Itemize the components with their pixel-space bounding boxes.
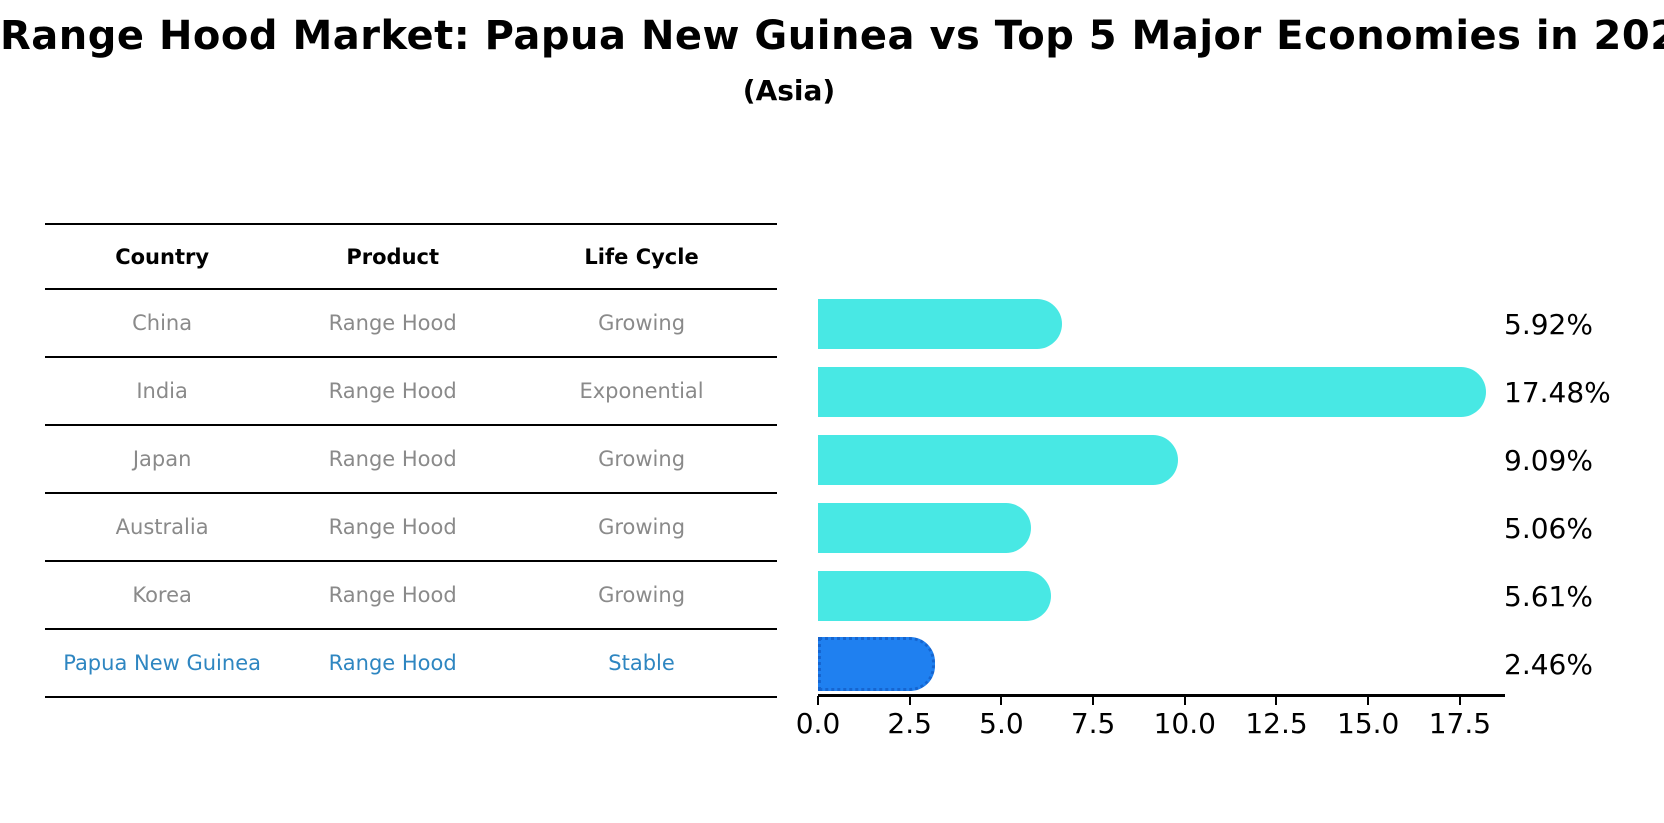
value-label: 5.06%: [1504, 511, 1593, 545]
product-cell: Range Hood: [328, 379, 457, 403]
bar-india: [818, 367, 1487, 417]
bar-slot: [818, 630, 1505, 698]
country-cell: Korea: [132, 583, 192, 607]
x-tick-label: 17.5: [1428, 707, 1492, 740]
x-tick-label: 10.0: [1153, 707, 1216, 740]
x-axis-line: [818, 694, 1505, 697]
table-row: Australia Range Hood Growing: [45, 494, 777, 562]
bar-korea: [818, 571, 1051, 621]
column-header-product: Product: [346, 244, 440, 269]
x-tick-label: 2.5: [887, 707, 932, 740]
x-tick-mark: [1092, 696, 1095, 705]
bar-slot: [818, 494, 1505, 562]
bar-slot: [818, 426, 1505, 494]
bar-slot: [818, 562, 1505, 630]
product-cell: Range Hood: [328, 447, 457, 471]
table-row: Korea Range Hood Growing: [45, 562, 777, 630]
x-tick-mark: [1367, 696, 1370, 705]
country-cell: Papua New Guinea: [63, 651, 261, 675]
x-tick-label: 12.5: [1245, 707, 1308, 740]
life-cycle-cell: Growing: [598, 447, 686, 471]
life-cycle-cell: Exponential: [579, 379, 704, 403]
life-cycle-cell: Stable: [608, 651, 675, 675]
x-tick-mark: [1000, 696, 1003, 705]
product-cell: Range Hood: [328, 651, 457, 675]
table-row: China Range Hood Growing: [45, 290, 777, 358]
value-label: 17.48%: [1504, 375, 1611, 409]
x-tick-mark: [817, 696, 819, 705]
x-tick-label: 0.0: [795, 707, 841, 740]
value-label: 5.92%: [1504, 307, 1593, 341]
product-cell: Range Hood: [328, 583, 457, 607]
country-cell: Australia: [115, 515, 209, 539]
x-tick-mark: [908, 696, 911, 705]
x-tick-mark: [1183, 696, 1186, 705]
table-row: Japan Range Hood Growing: [45, 426, 777, 494]
country-table: Country Product Life Cycle China Range H…: [45, 223, 777, 698]
bar-slot: [818, 358, 1505, 426]
x-axis: 0.0 2.5 5.0 7.5 10.0 12.5 15.0 17.5: [796, 694, 1505, 740]
product-cell: Range Hood: [328, 515, 457, 539]
bar-japan: [818, 435, 1179, 485]
table-row-highlighted: Papua New Guinea Range Hood Stable: [45, 630, 777, 698]
column-header-life-cycle: Life Cycle: [584, 244, 699, 269]
bar-papua-new-guinea: [818, 637, 936, 691]
life-cycle-cell: Growing: [598, 515, 686, 539]
bar-china: [818, 299, 1063, 349]
bar-plot: [818, 290, 1505, 698]
value-label: 5.61%: [1504, 579, 1593, 613]
page-subtitle: (Asia): [742, 74, 836, 107]
x-tick-label: 7.5: [1070, 707, 1116, 740]
country-cell: China: [132, 311, 193, 335]
bar-slot: [818, 290, 1505, 358]
column-header-country: Country: [115, 244, 210, 269]
table-row: India Range Hood Exponential: [45, 358, 777, 426]
product-cell: Range Hood: [328, 311, 457, 335]
table-header-row: Country Product Life Cycle: [45, 223, 777, 290]
x-tick-label: 15.0: [1337, 707, 1400, 740]
life-cycle-cell: Growing: [598, 583, 686, 607]
country-cell: Japan: [132, 447, 192, 471]
x-tick-mark: [1275, 696, 1278, 705]
x-tick-mark: [1458, 696, 1461, 705]
value-labels: 5.92% 17.48% 9.09% 5.06% 5.61% 2.46%: [1504, 290, 1611, 698]
value-label: 2.46%: [1504, 647, 1593, 681]
country-cell: India: [136, 379, 188, 403]
x-tick-label: 5.0: [979, 707, 1024, 740]
bar-australia: [818, 503, 1031, 553]
value-label: 9.09%: [1504, 443, 1593, 477]
life-cycle-cell: Growing: [598, 311, 686, 335]
page-title: Range Hood Market: Papua New Guinea vs T…: [0, 13, 1664, 59]
